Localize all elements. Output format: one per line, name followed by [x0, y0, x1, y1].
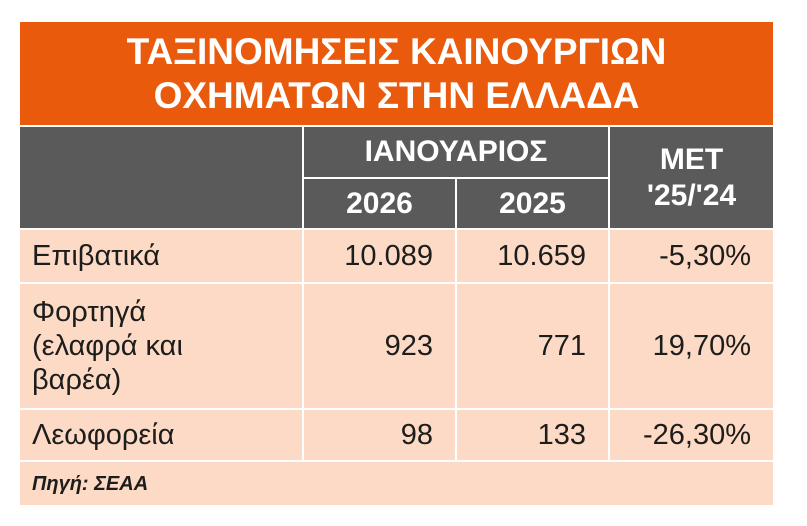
- value-cell: 923: [304, 284, 455, 408]
- row-label-line: (ελαφρά και: [32, 330, 183, 362]
- row-label: Φορτηγά (ελαφρά και βαρέα): [20, 284, 302, 408]
- row-label: Επιβατικά: [20, 230, 302, 282]
- title: ΤΑΞΙΝΟΜΗΣΕΙΣ ΚΑΙΝΟΥΡΓΙΩΝ ΟΧΗΜΑΤΩΝ ΣΤΗΝ Ε…: [20, 22, 773, 125]
- title-line: ΟΧΗΜΑΤΩΝ ΣΤΗΝ ΕΛΛΑΔΑ: [153, 74, 640, 116]
- source: Πηγή: ΣΕΑΑ: [20, 462, 773, 505]
- value-text: 98: [400, 419, 433, 451]
- value-text: -26,30%: [642, 419, 751, 451]
- value-cell: 10.089: [304, 230, 455, 282]
- value-cell: 19,70%: [610, 284, 773, 408]
- row-label: Λεωφορεία: [20, 410, 302, 460]
- value-cell: 98: [304, 410, 455, 460]
- header-year: 2025: [457, 179, 608, 228]
- header-group-text: ΙΑΝΟΥΑΡΙΟΣ: [364, 135, 548, 168]
- value-cell: 10.659: [457, 230, 608, 282]
- value-cell: 771: [457, 284, 608, 408]
- header-change-line: '25/'24: [646, 178, 737, 212]
- row-label-line: βαρέα): [32, 364, 122, 396]
- value-text: 19,70%: [652, 330, 751, 362]
- value-cell: 133: [457, 410, 608, 460]
- title-line: ΤΑΞΙΝΟΜΗΣΕΙΣ ΚΑΙΝΟΥΡΓΙΩΝ: [126, 30, 667, 72]
- header-year: 2026: [304, 179, 455, 228]
- row-label-line: Λεωφορεία: [32, 419, 175, 451]
- value-text: 923: [384, 330, 433, 362]
- header-year-text: 2026: [346, 186, 413, 220]
- value-cell: -5,30%: [610, 230, 773, 282]
- header-year-text: 2025: [499, 186, 566, 220]
- value-text: 771: [537, 330, 586, 362]
- header-change-line: ΜΕΤ: [659, 142, 724, 176]
- header-group: ΙΑΝΟΥΑΡΙΟΣ: [304, 127, 608, 177]
- value-text: 10.089: [344, 240, 433, 272]
- value-text: 133: [537, 419, 586, 451]
- header-change: ΜΕΤ '25/'24: [610, 127, 773, 228]
- row-label-line: Φορτηγά: [32, 296, 147, 328]
- value-cell: -26,30%: [610, 410, 773, 460]
- row-label-line: Επιβατικά: [32, 240, 161, 272]
- value-text: 10.659: [497, 240, 586, 272]
- source-text: Πηγή: ΣΕΑΑ: [32, 472, 149, 495]
- header-empty: [20, 127, 302, 228]
- value-text: -5,30%: [659, 240, 751, 272]
